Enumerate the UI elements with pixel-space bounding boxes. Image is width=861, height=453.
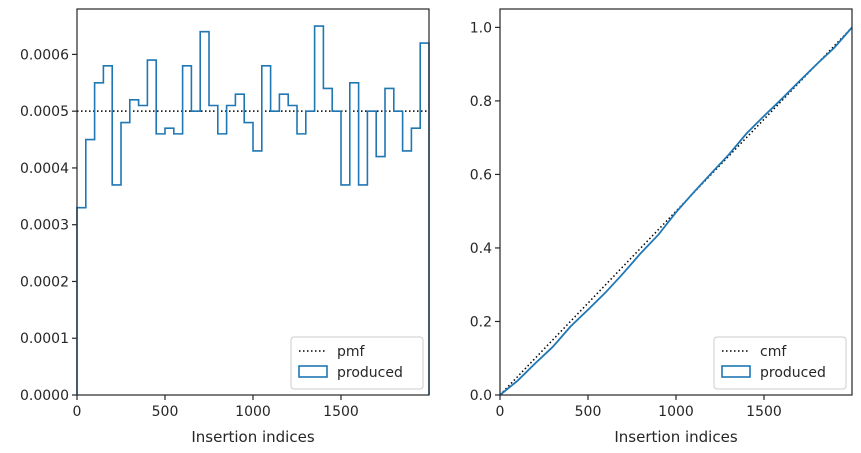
- y-tick-label: 0.0006: [20, 47, 69, 63]
- y-tick-label: 0.0000: [20, 388, 69, 404]
- x-tick-label: 500: [575, 404, 602, 420]
- x-tick-label: 1000: [658, 404, 694, 420]
- y-ticks: 0.0000 0.0001 0.0002 0.0003 0.0004 0.0005 0.00…: [20, 47, 77, 404]
- legend-box: [290, 336, 424, 390]
- x-tick-label: 0: [73, 404, 82, 420]
- legend-cmf-label: cmf: [760, 344, 787, 360]
- legend-produced-swatch: [721, 365, 751, 378]
- y-tick-label: 0.0005: [20, 104, 69, 120]
- x-tick-label: 1500: [323, 404, 359, 420]
- cmf-panel: 0.0 0.2 0.4 0.6 0.8 1.0 0 500 1000 1500 Insertio…: [470, 8, 853, 446]
- legend: cmf produced: [713, 336, 847, 390]
- axes-frame: [76, 8, 430, 396]
- produced-cumulative-line: [499, 26, 853, 396]
- legend-box: [713, 336, 847, 390]
- x-tick-label: 1000: [235, 404, 271, 420]
- x-tick-label: 0: [496, 404, 505, 420]
- y-tick-label: 0.0003: [20, 218, 69, 234]
- y-tick-label: 0.0: [470, 388, 492, 404]
- cmf-line: [499, 26, 853, 396]
- x-ticks: 0 500 1000 1500: [73, 395, 359, 420]
- y-tick-label: 0.6: [470, 167, 492, 183]
- y-tick-label: 0.0001: [20, 331, 69, 347]
- y-ticks: 0.0 0.2 0.4 0.6 0.8 1.0: [470, 20, 500, 404]
- produced-histogram-step: [76, 25, 430, 395]
- x-axis-label: Insertion indices: [614, 428, 737, 446]
- y-tick-label: 1.0: [470, 20, 492, 36]
- axes-frame: [499, 8, 853, 396]
- legend-produced-label: produced: [760, 365, 826, 381]
- y-tick-label: 0.2: [470, 314, 492, 330]
- x-axis-label: Insertion indices: [191, 428, 314, 446]
- legend-produced-swatch: [298, 365, 328, 378]
- legend-produced-label: produced: [337, 365, 403, 381]
- pmf-histogram-panel: 0.0000 0.0001 0.0002 0.0003 0.0004 0.0005 0.00…: [20, 8, 430, 446]
- y-tick-label: 0.4: [470, 241, 492, 257]
- x-tick-label: 500: [152, 404, 179, 420]
- legend: pmf produced: [290, 336, 424, 390]
- y-tick-label: 0.0004: [20, 161, 69, 177]
- legend-pmf-label: pmf: [337, 344, 366, 360]
- x-tick-label: 1500: [746, 404, 782, 420]
- y-tick-label: 0.0002: [20, 274, 69, 290]
- y-tick-label: 0.8: [470, 94, 492, 110]
- x-ticks: 0 500 1000 1500: [496, 395, 782, 420]
